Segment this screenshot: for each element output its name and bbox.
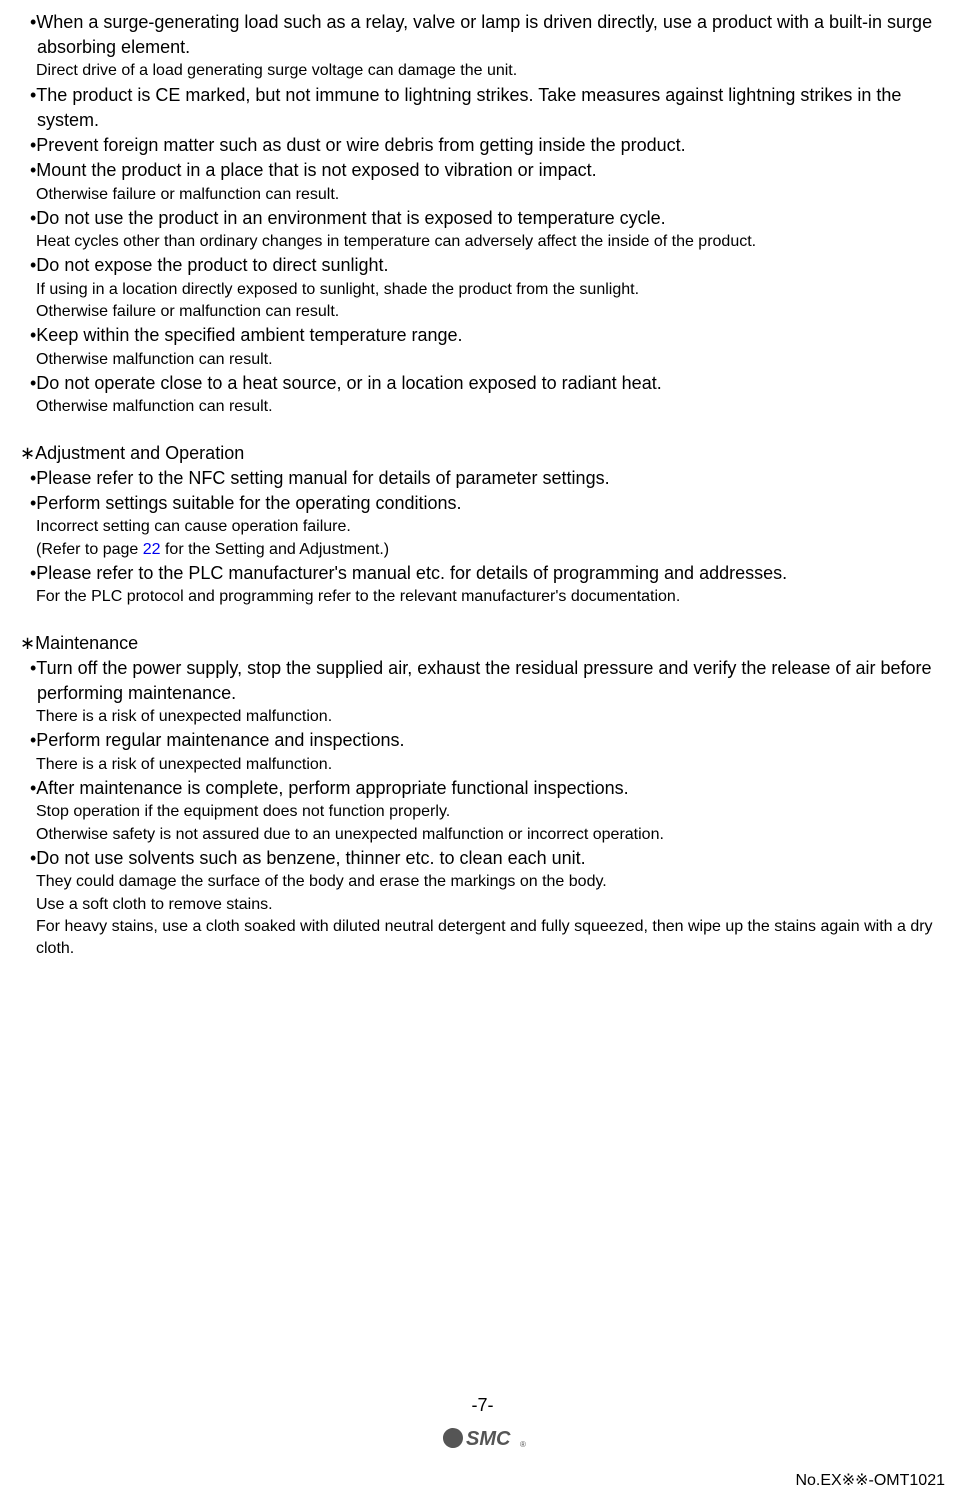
bullet-item: •Turn off the power supply, stop the sup…: [30, 656, 945, 706]
section-header-maintenance: ∗Maintenance: [20, 631, 945, 656]
bullet-item: •Do not use the product in an environmen…: [30, 206, 945, 231]
bullet-item: •Prevent foreign matter such as dust or …: [30, 133, 945, 158]
bullet-sub: They could damage the surface of the bod…: [36, 871, 945, 961]
bullet-item: •Please refer to the NFC setting manual …: [30, 466, 945, 491]
bullet-item: •Do not expose the product to direct sun…: [30, 253, 945, 278]
svg-text:®: ®: [520, 1440, 526, 1449]
bullet-item: •When a surge-generating load such as a …: [30, 10, 945, 60]
bullet-item: •Mount the product in a place that is no…: [30, 158, 945, 183]
bullet-item: •Perform regular maintenance and inspect…: [30, 728, 945, 753]
bullet-sub-link: (Refer to page 22 for the Setting and Ad…: [36, 539, 945, 561]
bullet-sub: Otherwise failure or malfunction can res…: [36, 184, 945, 206]
bullet-item: •Keep within the specified ambient tempe…: [30, 323, 945, 348]
bullet-sub: Incorrect setting can cause operation fa…: [36, 516, 945, 538]
bullet-sub: Otherwise malfunction can result.: [36, 349, 945, 371]
bullet-item: •Perform settings suitable for the opera…: [30, 491, 945, 516]
bullet-item: •Do not operate close to a heat source, …: [30, 371, 945, 396]
bullet-sub: If using in a location directly exposed …: [36, 279, 945, 324]
bullet-sub: Stop operation if the equipment does not…: [36, 801, 945, 846]
bullet-sub: For the PLC protocol and programming ref…: [36, 586, 945, 608]
bullet-sub: Heat cycles other than ordinary changes …: [36, 231, 945, 253]
bullet-item: •After maintenance is complete, perform …: [30, 776, 945, 801]
section-header-adjustment: ∗Adjustment and Operation: [20, 441, 945, 466]
page-link[interactable]: 22: [143, 541, 161, 558]
document-number: No.EX※※-OMT1021: [795, 1470, 945, 1490]
bullet-item: •Please refer to the PLC manufacturer's …: [30, 561, 945, 586]
bullet-sub: Otherwise malfunction can result.: [36, 396, 945, 418]
page-number: -7-: [472, 1395, 494, 1416]
bullet-item: •The product is CE marked, but not immun…: [30, 83, 945, 133]
bullet-sub: There is a risk of unexpected malfunctio…: [36, 706, 945, 728]
bullet-sub: Direct drive of a load generating surge …: [36, 60, 945, 82]
document-content: •When a surge-generating load such as a …: [20, 10, 945, 961]
bullet-sub: There is a risk of unexpected malfunctio…: [36, 754, 945, 776]
smc-logo: SMC ®: [438, 1423, 528, 1453]
svg-text:SMC: SMC: [466, 1428, 511, 1450]
bullet-item: •Do not use solvents such as benzene, th…: [30, 846, 945, 871]
